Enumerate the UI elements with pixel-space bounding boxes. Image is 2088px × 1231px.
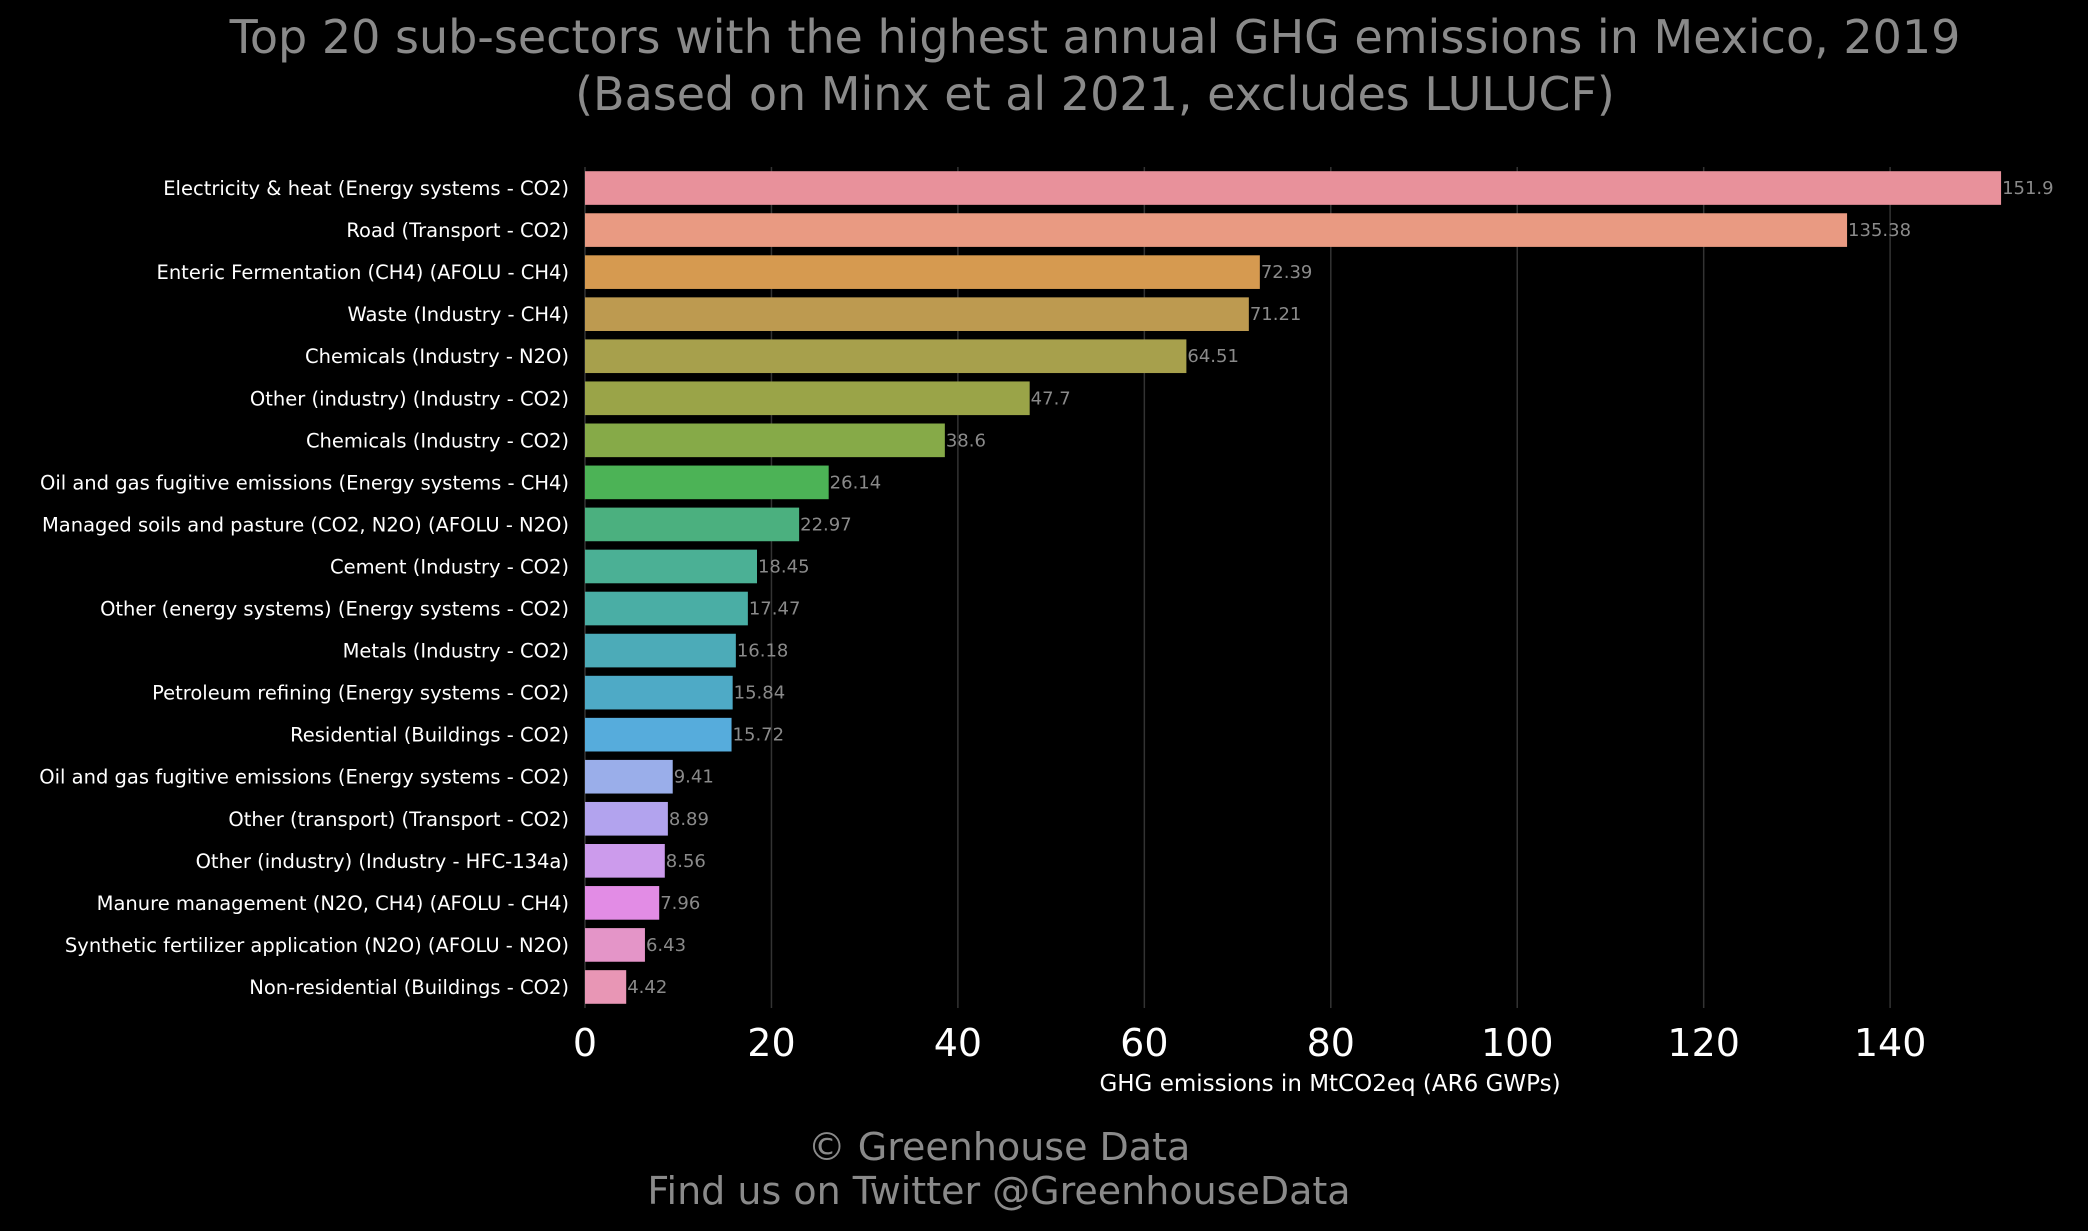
category-label: Residential (Buildings - CO2) [290, 724, 569, 747]
bar [585, 339, 1187, 374]
category-label: Other (industry) (Industry - HFC-134a) [196, 850, 569, 873]
value-label: 15.84 [734, 683, 786, 704]
value-label: 135.38 [1848, 220, 1911, 241]
value-label: 4.42 [627, 977, 667, 998]
bar [585, 886, 660, 920]
value-label: 17.47 [749, 599, 801, 620]
x-axis-label: GHG emissions in MtCO2eq (AR6 GWPs) [1099, 1071, 1560, 1097]
value-labels: 151.9 135.38 72.39 71.21 64.51 47.7 38.6 26.14 2… [627, 178, 2053, 998]
category-label: Road (Transport - CO2) [346, 219, 569, 242]
bar [585, 381, 1030, 416]
value-label: 18.45 [758, 556, 810, 577]
category-label: Chemicals (Industry - N2O) [305, 345, 569, 368]
category-label: Metals (Industry - CO2) [343, 640, 569, 663]
chart-title: Top 20 sub-sectors with the highest annu… [229, 10, 1961, 64]
x-axis-ticks: 0 20 40 60 80 100 120 140 [573, 1021, 1926, 1065]
bar [585, 928, 645, 962]
category-label: Oil and gas fugitive emissions (Energy s… [39, 766, 569, 789]
chart-subtitle: (Based on Minx et al 2021, excludes LULU… [575, 67, 1615, 121]
category-label: Cement (Industry - CO2) [330, 555, 569, 578]
category-label: Manure management (N2O, CH4) (AFOLU - CH… [97, 892, 569, 915]
x-tick-label: 100 [1481, 1021, 1554, 1065]
x-tick-label: 140 [1854, 1021, 1927, 1065]
x-tick-label: 20 [747, 1021, 795, 1065]
bar [585, 465, 829, 500]
x-tick-label: 80 [1307, 1021, 1355, 1065]
category-label: Other (industry) (Industry - CO2) [250, 387, 569, 410]
value-label: 47.7 [1031, 388, 1071, 409]
category-label: Managed soils and pasture (CO2, N2O) (AF… [42, 513, 569, 536]
bar [585, 423, 945, 458]
category-label: Other (energy systems) (Energy systems -… [100, 598, 569, 621]
value-label: 151.9 [2002, 178, 2054, 199]
x-tick-label: 0 [573, 1021, 597, 1065]
bar [585, 675, 733, 710]
bar [585, 171, 2002, 205]
bar [585, 801, 668, 836]
bar [585, 759, 673, 794]
value-label: 6.43 [646, 935, 686, 956]
category-labels: Electricity & heat (Energy systems - CO2… [39, 177, 569, 999]
bars [585, 171, 2002, 1004]
category-label: Other (transport) (Transport - CO2) [228, 808, 569, 831]
value-label: 16.18 [737, 641, 789, 662]
footer-copyright: © Greenhouse Data [807, 1125, 1191, 1169]
bar [585, 717, 732, 752]
value-label: 15.72 [733, 725, 785, 746]
category-label: Synthetic fertilizer application (N2O) (… [65, 934, 569, 957]
bar [585, 297, 1249, 331]
value-label: 8.56 [666, 851, 706, 872]
value-label: 72.39 [1261, 262, 1313, 283]
value-label: 64.51 [1187, 346, 1239, 367]
bar [585, 633, 736, 668]
category-label: Waste (Industry - CH4) [347, 303, 569, 326]
x-tick-label: 120 [1667, 1021, 1740, 1065]
category-label: Petroleum refining (Energy systems - CO2… [152, 682, 569, 705]
bar [585, 255, 1260, 289]
value-label: 26.14 [830, 472, 882, 493]
bar [585, 213, 1848, 247]
value-label: 9.41 [674, 767, 714, 788]
grid-lines [584, 167, 1891, 1008]
category-label: Oil and gas fugitive emissions (Energy s… [40, 471, 569, 494]
value-label: 7.96 [660, 893, 700, 914]
bar [585, 970, 627, 1004]
value-label: 22.97 [800, 514, 852, 535]
footer-twitter: Find us on Twitter @GreenhouseData [647, 1169, 1351, 1213]
category-label: Enteric Fermentation (CH4) (AFOLU - CH4) [157, 261, 570, 284]
value-label: 71.21 [1250, 304, 1302, 325]
category-label: Electricity & heat (Energy systems - CO2… [163, 177, 569, 200]
bar [585, 507, 800, 542]
x-tick-label: 60 [1120, 1021, 1168, 1065]
bar [585, 549, 757, 584]
category-label: Non-residential (Buildings - CO2) [249, 976, 569, 999]
value-label: 8.89 [669, 809, 709, 830]
bar [585, 844, 665, 878]
value-label: 38.6 [946, 430, 986, 451]
x-tick-label: 40 [934, 1021, 982, 1065]
bar [585, 591, 748, 626]
category-label: Chemicals (Industry - CO2) [306, 429, 569, 452]
